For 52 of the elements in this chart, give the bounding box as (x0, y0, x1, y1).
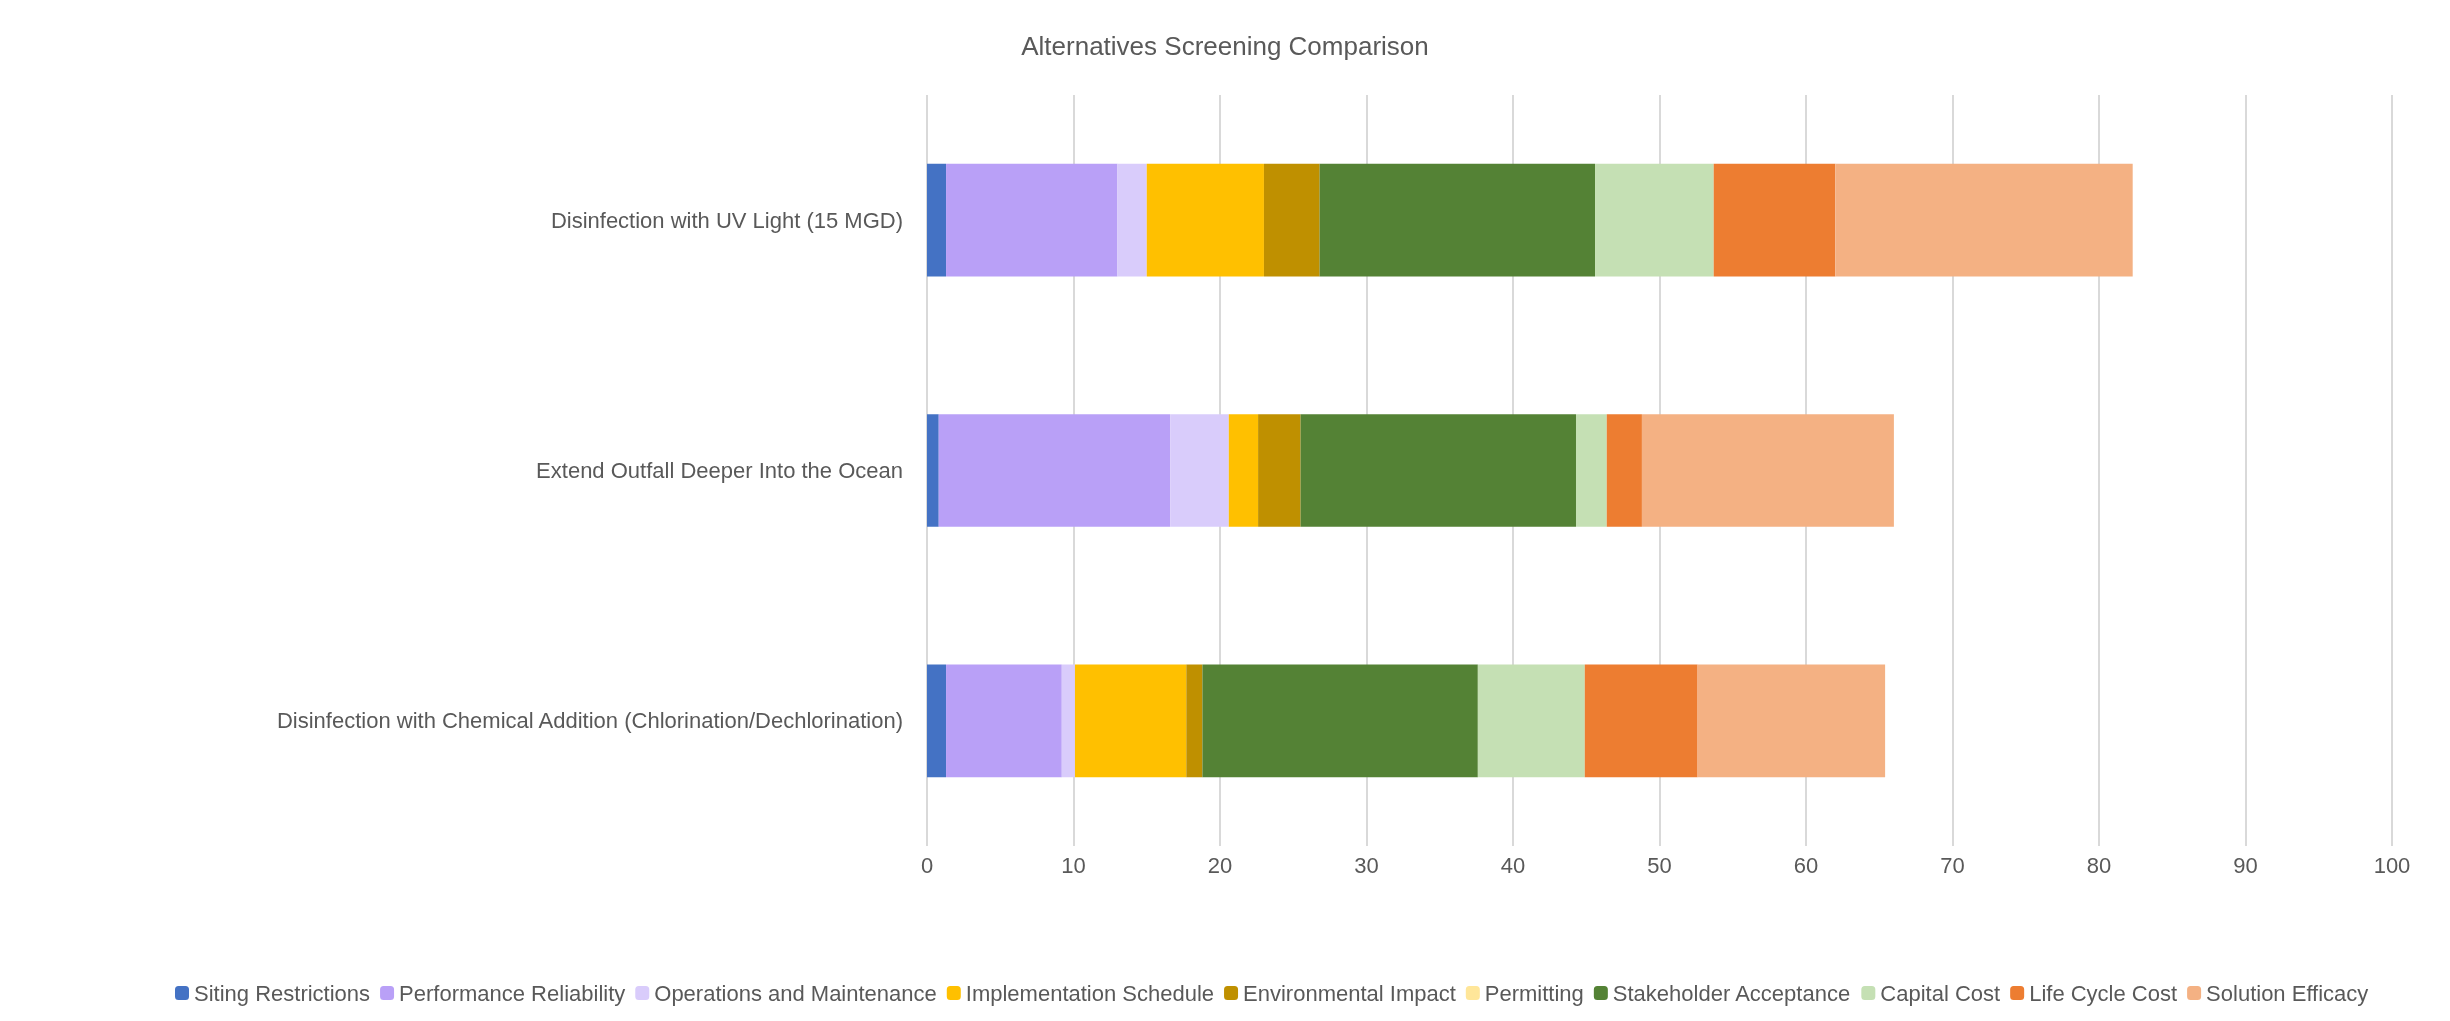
x-tick-label: 90 (2233, 852, 2258, 878)
bar (927, 414, 939, 527)
legend-label: Solution Efficacy (2206, 980, 2369, 1006)
legend-label: Permitting (1484, 980, 1584, 1006)
x-tick-label: 10 (1061, 852, 1086, 878)
bar (1228, 414, 1259, 527)
x-tick-label: 100 (2373, 852, 2411, 878)
legend-label: Life Cycle Cost (2029, 980, 2178, 1006)
chart-title: Alternatives Screening Comparison (1021, 31, 1429, 61)
bar (1170, 414, 1229, 527)
bar (1300, 414, 1576, 527)
bar (1713, 163, 1836, 277)
bar (1477, 664, 1585, 778)
bar (1186, 664, 1203, 778)
bar (1146, 163, 1264, 277)
bar (946, 163, 1118, 277)
y-tick-label: Extend Outfall Deeper Into the Ocean (536, 458, 903, 483)
bar (946, 664, 1062, 778)
bar (1074, 664, 1187, 778)
legend-label: Operations and Maintenance (654, 980, 937, 1006)
bar (1584, 664, 1698, 778)
x-tick-label: 70 (1940, 852, 1965, 878)
legend-label: Siting Restrictions (194, 980, 371, 1006)
bar (938, 414, 1171, 527)
x-tick-label: 80 (2086, 852, 2112, 878)
y-tick-label: Disinfection with Chemical Addition (Chlorination/Dechlorination) (276, 708, 903, 734)
x-tick-label: 20 (1207, 852, 1233, 878)
bar (1319, 163, 1596, 277)
y-tick-label: Disinfection with UV Light (15 MGD) (550, 207, 903, 233)
bar (1258, 414, 1301, 527)
x-tick-label: 50 (1647, 852, 1672, 878)
legend-label: Capital Cost (1880, 980, 2001, 1006)
bar (1697, 664, 1886, 778)
x-tick-label: 60 (1793, 852, 1819, 878)
bar (1641, 414, 1894, 527)
bar (1263, 163, 1320, 277)
bar (1576, 414, 1607, 527)
bar (1061, 664, 1075, 778)
bar (1117, 163, 1147, 277)
x-tick-label: 40 (1500, 852, 1526, 878)
legend-label: Environmental Impact (1243, 980, 1456, 1006)
legend-label: Performance Reliability (399, 980, 626, 1006)
bar (1835, 163, 2133, 277)
x-tick-label: 30 (1354, 852, 1379, 878)
bar (1606, 414, 1642, 527)
bar (927, 664, 947, 778)
bar (927, 163, 947, 277)
x-tick-label: 0 (920, 852, 934, 878)
bar (1202, 664, 1478, 778)
legend-label: Stakeholder Acceptance (1612, 980, 1851, 1006)
bar (1595, 163, 1714, 277)
legend-label: Implementation Schedule (965, 980, 1215, 1006)
